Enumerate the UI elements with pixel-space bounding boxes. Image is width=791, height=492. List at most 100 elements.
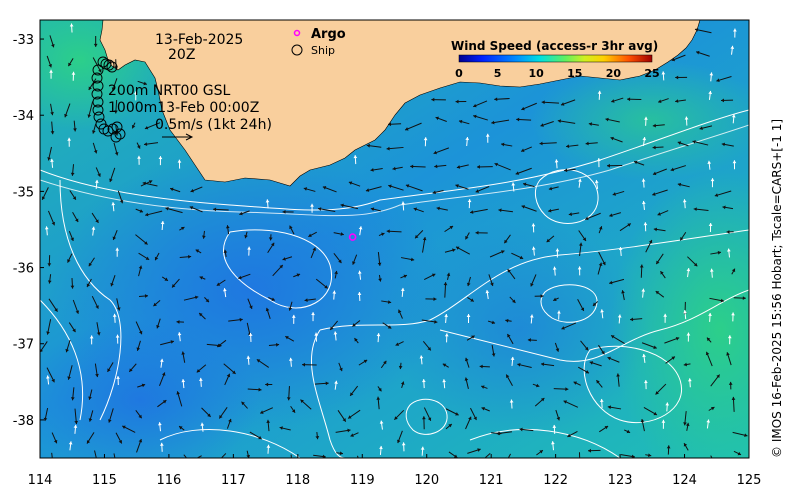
velocity-arrow <box>290 454 292 458</box>
velocity-arrow <box>50 158 54 168</box>
velocity-arrow <box>708 312 712 322</box>
velocity-arrow <box>117 190 124 204</box>
velocity-arrow <box>268 342 280 347</box>
velocity-arrow <box>721 142 734 147</box>
velocity-arrow <box>640 418 645 432</box>
velocity-arrow <box>709 297 725 303</box>
velocity-arrow <box>135 410 143 419</box>
velocity-arrow <box>349 385 359 397</box>
velocity-arrow <box>683 411 687 426</box>
velocity-arrow <box>181 351 186 363</box>
velocity-arrow <box>611 97 624 103</box>
argo-float-marker[interactable] <box>348 233 357 241</box>
velocity-arrow <box>592 301 599 307</box>
argo-marker-icon <box>293 29 301 37</box>
velocity-arrow <box>315 278 329 289</box>
velocity-arrow <box>610 334 625 345</box>
x-tick-label: 116 <box>156 473 181 488</box>
y-tick-label: -35 <box>13 185 34 200</box>
velocity-arrow <box>444 225 454 233</box>
velocity-arrow <box>645 453 652 458</box>
velocity-arrow <box>686 332 691 342</box>
velocity-arrow <box>143 142 159 146</box>
x-tick-label: 119 <box>350 473 375 488</box>
velocity-arrow <box>498 208 513 213</box>
velocity-arrow <box>507 453 512 458</box>
velocity-arrow <box>485 290 490 300</box>
velocity-arrow <box>731 114 736 124</box>
velocity-arrow <box>48 298 58 312</box>
velocity-arrow <box>73 120 77 132</box>
velocity-arrow <box>695 50 710 57</box>
velocity-arrow <box>444 313 448 323</box>
velocity-arrow <box>557 119 576 124</box>
velocity-arrow <box>617 314 622 324</box>
velocity-arrow <box>467 448 481 454</box>
velocity-arrow <box>684 116 689 126</box>
velocity-arrow <box>73 424 78 434</box>
velocity-arrow <box>683 362 691 367</box>
velocity-arrow <box>289 225 295 235</box>
velocity-arrow <box>137 155 141 165</box>
y-axis: -33 -34 -35 -36 -37 -38 <box>13 33 44 429</box>
velocity-arrow <box>555 409 561 421</box>
velocity-arrow <box>733 450 742 456</box>
velocity-arrow <box>268 297 276 301</box>
velocity-arrow <box>199 377 203 387</box>
velocity-arrow <box>267 242 275 254</box>
velocity-arrow <box>89 335 94 345</box>
velocity-arrow <box>50 121 55 135</box>
velocity-arrow <box>731 396 736 412</box>
velocity-arrow <box>442 379 446 389</box>
ship-position <box>92 96 104 108</box>
velocity-arrow <box>334 270 338 279</box>
velocity-arrow <box>573 381 581 386</box>
velocity-arrow <box>505 374 513 386</box>
velocity-arrow <box>553 387 569 392</box>
velocity-arrow <box>484 453 491 458</box>
velocity-arrow <box>530 274 537 287</box>
velocity-arrow <box>394 409 405 421</box>
velocity-arrow <box>520 146 532 152</box>
velocity-arrow <box>653 227 666 232</box>
velocity-arrow <box>699 125 713 130</box>
velocity-arrow <box>116 298 121 311</box>
velocity-arrow <box>113 453 116 458</box>
velocity-arrow <box>578 242 583 256</box>
velocity-arrow <box>555 248 560 258</box>
velocity-arrow <box>491 119 510 125</box>
velocity-arrow <box>161 276 169 282</box>
velocity-arrow <box>455 184 469 190</box>
velocity-arrow <box>465 136 470 147</box>
velocity-arrow <box>443 282 448 298</box>
x-tick-label: 120 <box>414 473 439 488</box>
velocity-arrow <box>560 99 576 106</box>
velocity-arrow <box>675 99 686 103</box>
velocity-arrow <box>376 333 381 343</box>
velocity-arrow <box>333 252 342 264</box>
velocity-arrow <box>491 345 496 357</box>
velocity-arrow <box>643 407 658 416</box>
velocity-arrow <box>133 91 138 101</box>
velocity-arrow <box>111 78 118 91</box>
velocity-arrow <box>158 156 163 166</box>
velocity-arrow <box>350 432 359 437</box>
velocity-arrow <box>404 122 422 131</box>
velocity-arrow <box>67 58 74 67</box>
velocity-vectors <box>40 23 748 458</box>
velocity-arrow <box>464 357 470 368</box>
velocity-arrow <box>216 279 226 287</box>
velocity-arrow <box>86 278 92 288</box>
velocity-arrow <box>470 208 488 214</box>
velocity-arrow <box>223 249 228 257</box>
velocity-arrow <box>655 253 664 265</box>
velocity-arrow <box>539 141 557 146</box>
velocity-arrow <box>677 141 689 147</box>
velocity-arrow <box>708 222 713 233</box>
velocity-arrow <box>109 167 116 183</box>
velocity-arrow <box>541 100 559 105</box>
velocity-arrow <box>709 268 714 278</box>
velocity-arrow <box>726 352 732 366</box>
velocity-arrow <box>567 431 578 438</box>
velocity-arrow <box>334 380 338 390</box>
